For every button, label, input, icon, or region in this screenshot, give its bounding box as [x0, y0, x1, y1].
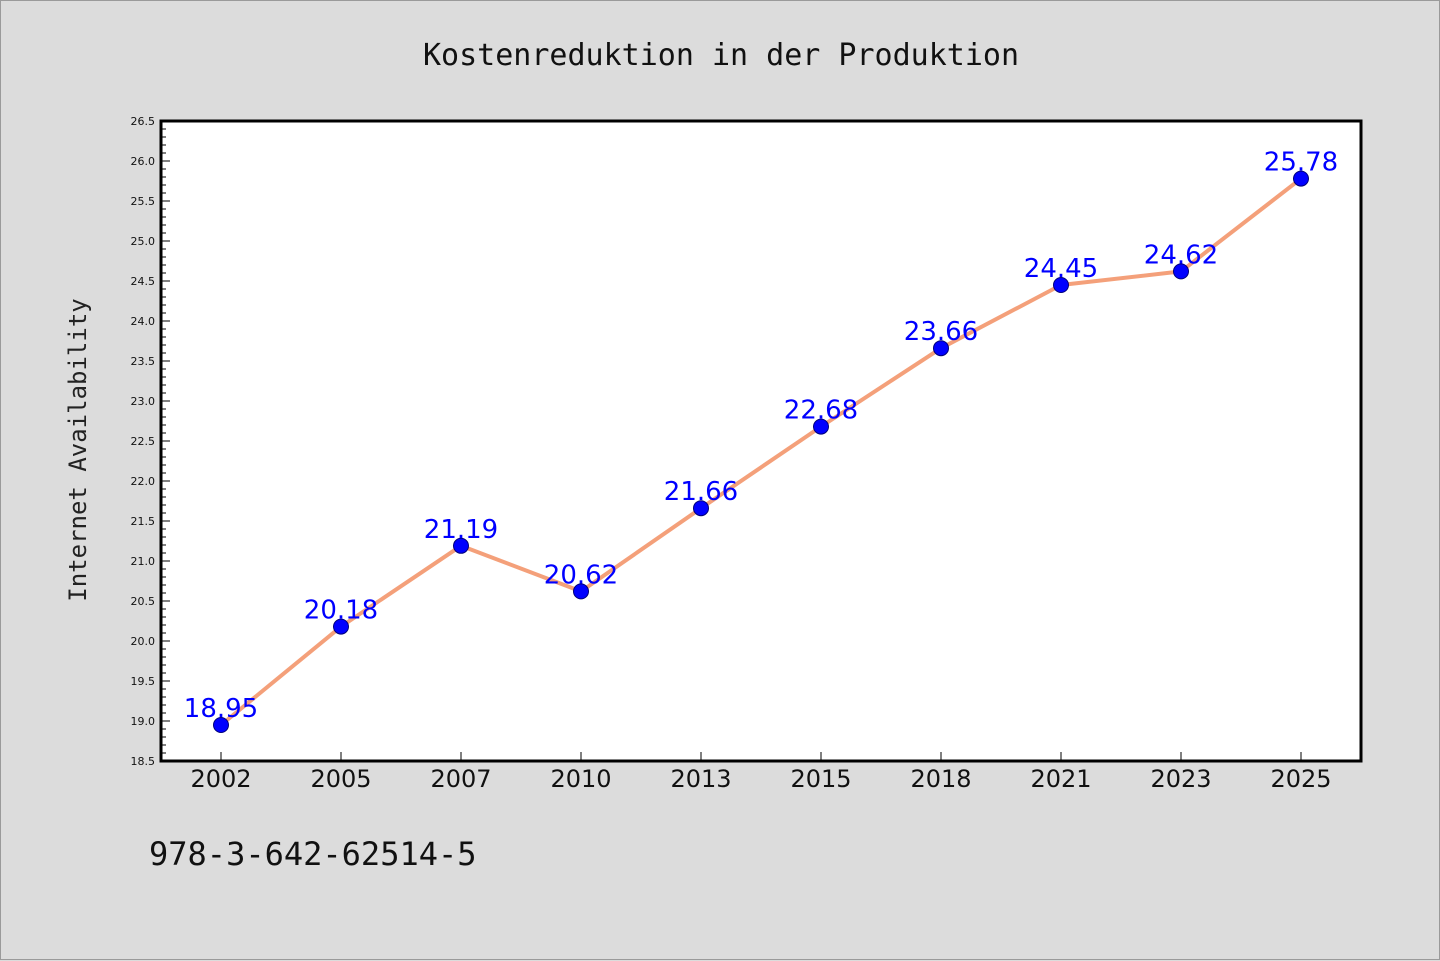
data-point — [573, 583, 589, 600]
x-tick-label: 2015 — [790, 765, 851, 793]
y-tick-label: 20.0 — [131, 635, 156, 648]
y-tick-label: 21.5 — [131, 515, 156, 528]
series-line — [219, 176, 1303, 727]
y-tick-label: 19.0 — [131, 715, 156, 728]
y-tick-label: 23.0 — [131, 395, 156, 408]
y-tick-label: 26.5 — [131, 115, 156, 128]
isbn-label: 978-3-642-62514-5 — [149, 835, 477, 873]
chart-title: Kostenreduktion in der Produktion — [423, 38, 1019, 73]
data-point — [1053, 277, 1069, 293]
y-tick-label: 26.0 — [131, 155, 156, 168]
data-label: 20.18 — [304, 596, 378, 626]
y-tick-label: 25.5 — [131, 195, 156, 208]
data-point — [1173, 263, 1189, 280]
y-tick-label: 25.0 — [131, 235, 156, 248]
data-point — [813, 418, 829, 435]
x-tick-label: 2025 — [1270, 765, 1331, 793]
data-point — [453, 537, 469, 554]
data-point — [1293, 170, 1309, 187]
y-tick-label: 21.0 — [131, 555, 156, 568]
y-tick-label: 22.0 — [131, 475, 156, 488]
series-lines — [219, 176, 1303, 727]
y-tick-label: 23.5 — [131, 355, 156, 368]
x-tick-label: 2002 — [190, 765, 251, 793]
y-tick-label: 24.5 — [131, 275, 156, 288]
data-point — [213, 717, 229, 733]
data-label: 22.68 — [784, 396, 858, 426]
data-labels: 18.95 20.18 21.19 20.62 21.66 22.68 23.66 24.45… — [184, 148, 1338, 724]
series-markers — [213, 170, 1309, 733]
data-label: 23.66 — [904, 317, 978, 347]
x-tick-label: 2021 — [1030, 765, 1091, 793]
data-label: 24.45 — [1024, 254, 1098, 284]
y-tick-label: 19.5 — [131, 675, 156, 688]
data-point — [333, 618, 349, 635]
x-tick-label: 2018 — [910, 765, 971, 793]
data-label: 21.66 — [664, 477, 738, 507]
x-tick-label: 2010 — [550, 765, 611, 793]
data-label: 20.62 — [544, 560, 618, 590]
data-point — [933, 340, 949, 357]
data-label: 21.19 — [424, 515, 498, 545]
x-tick-label: 2005 — [310, 765, 371, 793]
data-label: 25.78 — [1264, 148, 1338, 178]
x-tick-label: 2023 — [1150, 765, 1211, 793]
data-point — [693, 500, 709, 517]
y-tick-label: 18.5 — [131, 755, 156, 768]
x-axis-ticks: 2002 2005 2007 2010 2013 2015 2018 2021 2023 2025 — [190, 752, 1332, 793]
y-tick-label: 22.5 — [131, 435, 156, 448]
y-tick-label: 20.5 — [131, 595, 156, 608]
x-tick-label: 2007 — [430, 765, 491, 793]
y-axis-ticks: 18.5 19.0 19.5 20.0 20.5 21.0 21.5 22.0 22.5 23.0… — [131, 115, 170, 768]
plot-area — [159, 119, 1363, 763]
y-axis-label: Internet Availability — [64, 298, 92, 601]
data-label: 18.95 — [184, 694, 258, 724]
data-label: 24.62 — [1144, 240, 1218, 270]
x-tick-label: 2013 — [670, 765, 731, 793]
y-tick-label: 24.0 — [131, 315, 156, 328]
